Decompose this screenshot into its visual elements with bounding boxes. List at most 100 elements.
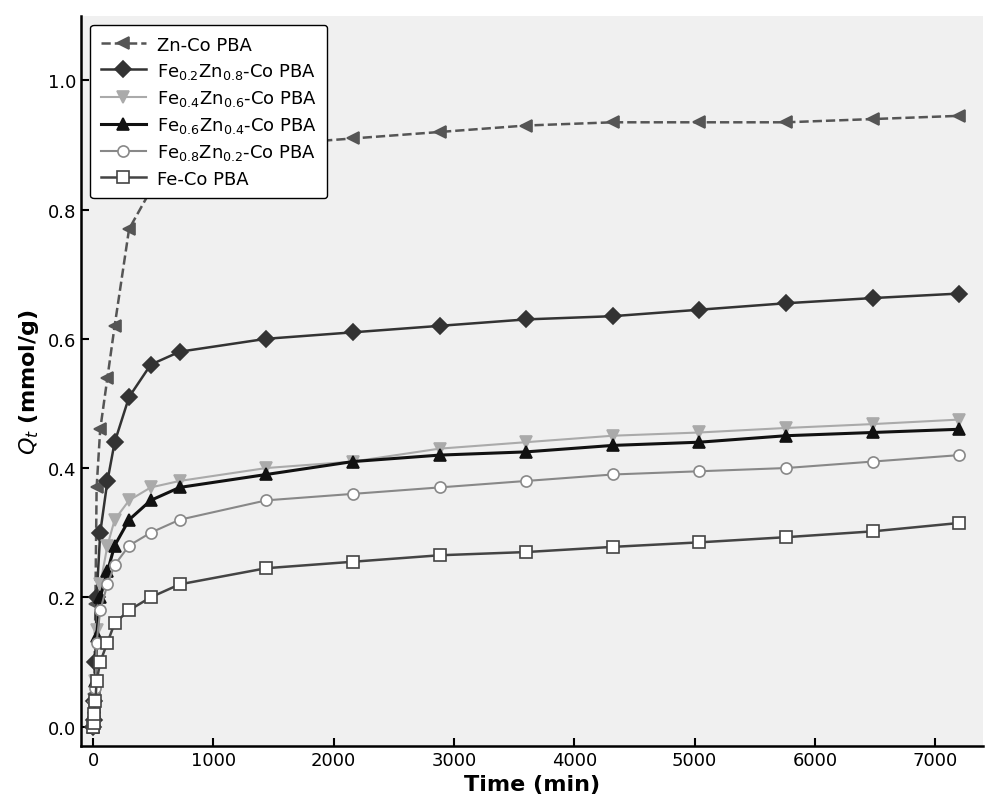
Fe$_{0.2}$Zn$_{0.8}$-Co PBA xyxy=(174,347,186,357)
Line: Fe-Co PBA: Fe-Co PBA xyxy=(87,517,965,732)
Fe$_{0.2}$Zn$_{0.8}$-Co PBA xyxy=(91,593,103,603)
Fe$_{0.8}$Zn$_{0.2}$-Co PBA xyxy=(91,638,103,648)
Fe$_{0.2}$Zn$_{0.8}$-Co PBA xyxy=(94,528,106,538)
Fe$_{0.2}$Zn$_{0.8}$-Co PBA xyxy=(434,322,446,332)
Fe$_{0.4}$Zn$_{0.6}$-Co PBA xyxy=(607,431,619,441)
Fe$_{0.8}$Zn$_{0.2}$-Co PBA xyxy=(87,722,99,732)
Fe$_{0.8}$Zn$_{0.2}$-Co PBA xyxy=(607,470,619,480)
Fe$_{0.2}$Zn$_{0.8}$-Co PBA xyxy=(260,334,272,344)
Fe$_{0.4}$Zn$_{0.6}$-Co PBA xyxy=(953,415,965,425)
Fe-Co PBA xyxy=(607,543,619,552)
Fe$_{0.4}$Zn$_{0.6}$-Co PBA xyxy=(867,420,879,430)
Zn-Co PBA xyxy=(87,722,99,732)
Zn-Co PBA xyxy=(434,128,446,138)
Fe-Co PBA xyxy=(953,518,965,528)
Fe$_{0.8}$Zn$_{0.2}$-Co PBA xyxy=(780,464,792,474)
Fe$_{0.6}$Zn$_{0.4}$-Co PBA xyxy=(94,593,106,603)
Fe$_{0.8}$Zn$_{0.2}$-Co PBA xyxy=(867,457,879,467)
Zn-Co PBA xyxy=(953,112,965,122)
Zn-Co PBA xyxy=(91,483,103,493)
Line: Fe$_{0.6}$Zn$_{0.4}$-Co PBA: Fe$_{0.6}$Zn$_{0.4}$-Co PBA xyxy=(87,423,966,733)
Fe$_{0.2}$Zn$_{0.8}$-Co PBA xyxy=(607,312,619,322)
Line: Zn-Co PBA: Zn-Co PBA xyxy=(87,110,966,733)
Fe$_{0.2}$Zn$_{0.8}$-Co PBA xyxy=(88,715,100,725)
Fe$_{0.6}$Zn$_{0.4}$-Co PBA xyxy=(347,457,359,467)
Zn-Co PBA xyxy=(88,689,100,699)
Zn-Co PBA xyxy=(780,118,792,128)
Fe$_{0.8}$Zn$_{0.2}$-Co PBA xyxy=(123,541,135,551)
Fe$_{0.2}$Zn$_{0.8}$-Co PBA xyxy=(520,315,532,325)
Fe$_{0.2}$Zn$_{0.8}$-Co PBA xyxy=(347,328,359,337)
Fe$_{0.6}$Zn$_{0.4}$-Co PBA xyxy=(88,715,100,725)
Fe-Co PBA xyxy=(88,719,100,728)
Fe$_{0.6}$Zn$_{0.4}$-Co PBA xyxy=(260,470,272,480)
Fe$_{0.6}$Zn$_{0.4}$-Co PBA xyxy=(780,431,792,441)
Fe$_{0.6}$Zn$_{0.4}$-Co PBA xyxy=(123,515,135,525)
Fe-Co PBA xyxy=(347,557,359,567)
Zn-Co PBA xyxy=(101,373,113,383)
Fe$_{0.2}$Zn$_{0.8}$-Co PBA xyxy=(953,290,965,299)
Fe$_{0.4}$Zn$_{0.6}$-Co PBA xyxy=(260,464,272,474)
Fe$_{0.8}$Zn$_{0.2}$-Co PBA xyxy=(89,683,101,693)
Zn-Co PBA xyxy=(94,425,106,435)
Fe-Co PBA xyxy=(867,527,879,537)
Fe-Co PBA xyxy=(87,722,99,732)
Fe$_{0.8}$Zn$_{0.2}$-Co PBA xyxy=(347,489,359,499)
Fe$_{0.4}$Zn$_{0.6}$-Co PBA xyxy=(693,428,705,438)
Legend: Zn-Co PBA, Fe$_{0.2}$Zn$_{0.8}$-Co PBA, Fe$_{0.4}$Zn$_{0.6}$-Co PBA, Fe$_{0.6}$Z: Zn-Co PBA, Fe$_{0.2}$Zn$_{0.8}$-Co PBA, … xyxy=(90,26,327,200)
Fe-Co PBA xyxy=(145,593,157,603)
Zn-Co PBA xyxy=(89,599,101,609)
Fe$_{0.8}$Zn$_{0.2}$-Co PBA xyxy=(434,483,446,493)
Fe-Co PBA xyxy=(94,657,106,667)
Fe$_{0.4}$Zn$_{0.6}$-Co PBA xyxy=(780,423,792,433)
Fe$_{0.4}$Zn$_{0.6}$-Co PBA xyxy=(89,676,101,686)
Fe$_{0.6}$Zn$_{0.4}$-Co PBA xyxy=(174,483,186,493)
Fe$_{0.2}$Zn$_{0.8}$-Co PBA xyxy=(145,360,157,370)
Fe$_{0.6}$Zn$_{0.4}$-Co PBA xyxy=(520,448,532,457)
Fe-Co PBA xyxy=(434,551,446,560)
Fe$_{0.2}$Zn$_{0.8}$-Co PBA xyxy=(87,722,99,732)
Y-axis label: $Q_t$ (mmol/g): $Q_t$ (mmol/g) xyxy=(17,308,41,454)
Fe$_{0.2}$Zn$_{0.8}$-Co PBA xyxy=(101,477,113,487)
Fe$_{0.2}$Zn$_{0.8}$-Co PBA xyxy=(123,393,135,402)
Fe-Co PBA xyxy=(780,533,792,543)
Zn-Co PBA xyxy=(347,135,359,144)
Fe$_{0.4}$Zn$_{0.6}$-Co PBA xyxy=(88,715,100,725)
Fe$_{0.4}$Zn$_{0.6}$-Co PBA xyxy=(88,702,100,712)
Fe$_{0.8}$Zn$_{0.2}$-Co PBA xyxy=(88,702,100,712)
Fe-Co PBA xyxy=(91,676,103,686)
Fe$_{0.6}$Zn$_{0.4}$-Co PBA xyxy=(91,632,103,642)
Fe$_{0.6}$Zn$_{0.4}$-Co PBA xyxy=(87,722,99,732)
Fe-Co PBA xyxy=(123,606,135,616)
Zn-Co PBA xyxy=(520,122,532,131)
Fe$_{0.8}$Zn$_{0.2}$-Co PBA xyxy=(260,496,272,505)
Fe$_{0.4}$Zn$_{0.6}$-Co PBA xyxy=(101,541,113,551)
Zn-Co PBA xyxy=(260,141,272,151)
Fe$_{0.4}$Zn$_{0.6}$-Co PBA xyxy=(109,515,121,525)
Zn-Co PBA xyxy=(88,709,100,719)
Fe$_{0.6}$Zn$_{0.4}$-Co PBA xyxy=(89,676,101,686)
Fe$_{0.2}$Zn$_{0.8}$-Co PBA xyxy=(88,696,100,706)
X-axis label: Time (min): Time (min) xyxy=(464,775,600,794)
Fe-Co PBA xyxy=(89,696,101,706)
Fe$_{0.8}$Zn$_{0.2}$-Co PBA xyxy=(145,528,157,538)
Fe$_{0.6}$Zn$_{0.4}$-Co PBA xyxy=(607,441,619,451)
Fe$_{0.8}$Zn$_{0.2}$-Co PBA xyxy=(174,515,186,525)
Fe$_{0.4}$Zn$_{0.6}$-Co PBA xyxy=(87,722,99,732)
Fe$_{0.6}$Zn$_{0.4}$-Co PBA xyxy=(693,438,705,448)
Fe$_{0.2}$Zn$_{0.8}$-Co PBA xyxy=(89,657,101,667)
Fe$_{0.4}$Zn$_{0.6}$-Co PBA xyxy=(520,438,532,448)
Fe$_{0.8}$Zn$_{0.2}$-Co PBA xyxy=(88,715,100,725)
Fe$_{0.6}$Zn$_{0.4}$-Co PBA xyxy=(101,567,113,577)
Zn-Co PBA xyxy=(145,186,157,195)
Fe$_{0.2}$Zn$_{0.8}$-Co PBA xyxy=(109,438,121,448)
Fe$_{0.8}$Zn$_{0.2}$-Co PBA xyxy=(693,467,705,477)
Line: Fe$_{0.8}$Zn$_{0.2}$-Co PBA: Fe$_{0.8}$Zn$_{0.2}$-Co PBA xyxy=(87,450,965,732)
Fe$_{0.6}$Zn$_{0.4}$-Co PBA xyxy=(434,451,446,461)
Fe$_{0.6}$Zn$_{0.4}$-Co PBA xyxy=(145,496,157,505)
Zn-Co PBA xyxy=(123,225,135,234)
Fe$_{0.6}$Zn$_{0.4}$-Co PBA xyxy=(867,428,879,438)
Fe$_{0.4}$Zn$_{0.6}$-Co PBA xyxy=(123,496,135,505)
Fe$_{0.2}$Zn$_{0.8}$-Co PBA xyxy=(693,306,705,315)
Fe-Co PBA xyxy=(260,564,272,573)
